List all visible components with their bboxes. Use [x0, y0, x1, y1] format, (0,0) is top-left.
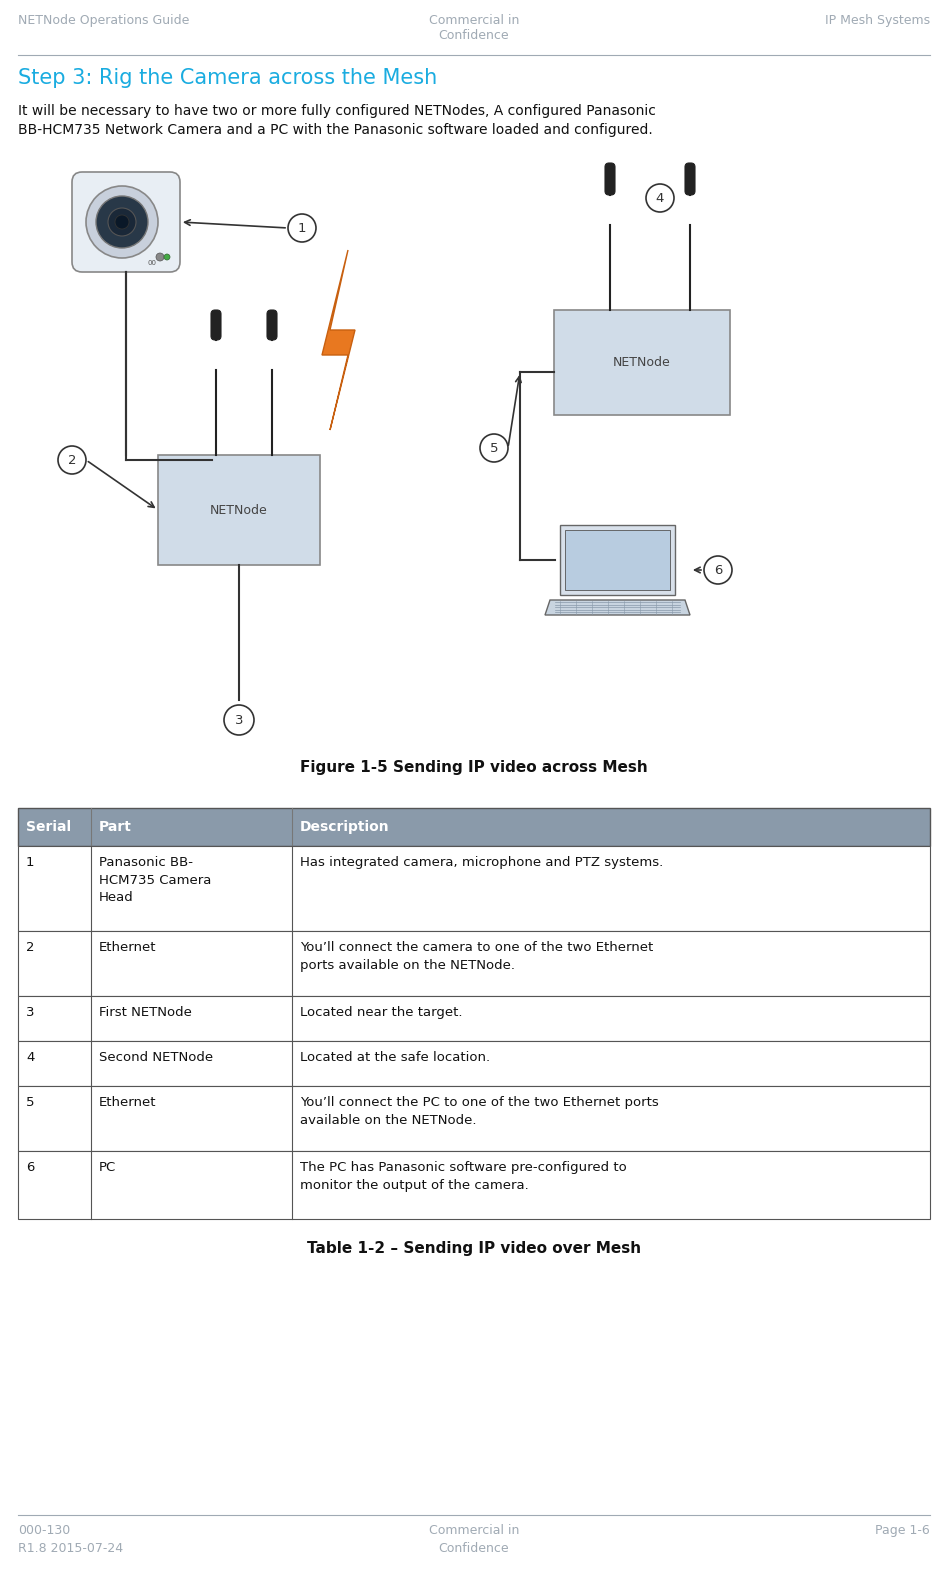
Text: Panasonic BB-
HCM735 Camera
Head: Panasonic BB- HCM735 Camera Head: [99, 856, 211, 903]
Text: NETNode: NETNode: [613, 356, 671, 368]
Text: 6: 6: [714, 563, 722, 576]
Text: You’ll connect the camera to one of the two Ethernet
ports available on the NETN: You’ll connect the camera to one of the …: [300, 941, 653, 971]
Text: Located near the target.: Located near the target.: [300, 1006, 462, 1018]
Circle shape: [115, 216, 129, 228]
Text: 3: 3: [235, 713, 244, 727]
Text: NETNode: NETNode: [210, 504, 268, 516]
FancyBboxPatch shape: [18, 930, 930, 996]
FancyBboxPatch shape: [18, 1151, 930, 1218]
FancyBboxPatch shape: [554, 310, 730, 416]
Circle shape: [288, 214, 316, 242]
Text: Page 1-6: Page 1-6: [875, 1524, 930, 1536]
Text: 4: 4: [656, 192, 665, 205]
Text: Located at the safe location.: Located at the safe location.: [300, 1051, 490, 1064]
Polygon shape: [565, 530, 670, 590]
Text: Serial: Serial: [26, 820, 71, 834]
Polygon shape: [545, 600, 690, 615]
Text: PC: PC: [99, 1162, 117, 1174]
Text: 5: 5: [26, 1096, 34, 1110]
Text: Part: Part: [99, 820, 132, 834]
Circle shape: [86, 186, 158, 258]
Circle shape: [58, 445, 86, 474]
Circle shape: [164, 253, 170, 260]
Text: 1: 1: [26, 856, 34, 869]
Text: Table 1-2 – Sending IP video over Mesh: Table 1-2 – Sending IP video over Mesh: [307, 1240, 641, 1256]
Text: 6: 6: [26, 1162, 34, 1174]
FancyBboxPatch shape: [685, 164, 695, 195]
Circle shape: [108, 208, 136, 236]
Text: NETNode Operations Guide: NETNode Operations Guide: [18, 14, 190, 27]
Text: Ethernet: Ethernet: [99, 941, 156, 954]
FancyBboxPatch shape: [18, 1040, 930, 1086]
Text: First NETNode: First NETNode: [99, 1006, 191, 1018]
Text: Figure 1-5 Sending IP video across Mesh: Figure 1-5 Sending IP video across Mesh: [301, 760, 647, 774]
Circle shape: [646, 184, 674, 212]
Text: Commercial in
Confidence: Commercial in Confidence: [428, 14, 520, 42]
Text: Ethernet: Ethernet: [99, 1096, 156, 1110]
Text: You’ll connect the PC to one of the two Ethernet ports
available on the NETNode.: You’ll connect the PC to one of the two …: [300, 1096, 658, 1127]
Polygon shape: [322, 250, 355, 430]
Circle shape: [704, 556, 732, 584]
Text: 2: 2: [67, 453, 76, 466]
Text: 1: 1: [298, 222, 306, 235]
Text: IP Mesh Systems: IP Mesh Systems: [825, 14, 930, 27]
Text: The PC has Panasonic software pre-configured to
monitor the output of the camera: The PC has Panasonic software pre-config…: [300, 1162, 627, 1192]
Circle shape: [480, 434, 508, 463]
FancyBboxPatch shape: [18, 845, 930, 930]
Polygon shape: [560, 526, 675, 595]
FancyBboxPatch shape: [211, 310, 221, 340]
Text: 3: 3: [26, 1006, 34, 1018]
Text: Description: Description: [300, 820, 390, 834]
Circle shape: [156, 253, 164, 261]
Text: It will be necessary to have two or more fully configured NETNodes, A configured: It will be necessary to have two or more…: [18, 104, 656, 137]
Text: Step 3: Rig the Camera across the Mesh: Step 3: Rig the Camera across the Mesh: [18, 68, 437, 88]
FancyBboxPatch shape: [18, 807, 930, 845]
FancyBboxPatch shape: [72, 172, 180, 272]
Text: 00: 00: [148, 260, 157, 266]
Text: 000-130
R1.8 2015-07-24: 000-130 R1.8 2015-07-24: [18, 1524, 123, 1555]
Text: 4: 4: [26, 1051, 34, 1064]
FancyBboxPatch shape: [158, 455, 320, 565]
Text: Commercial in
Confidence: Commercial in Confidence: [428, 1524, 520, 1555]
Text: Second NETNode: Second NETNode: [99, 1051, 213, 1064]
Circle shape: [96, 197, 148, 249]
Circle shape: [224, 705, 254, 735]
Text: 2: 2: [26, 941, 34, 954]
Text: 5: 5: [490, 441, 499, 455]
FancyBboxPatch shape: [18, 996, 930, 1040]
FancyBboxPatch shape: [267, 310, 277, 340]
FancyBboxPatch shape: [18, 1086, 930, 1151]
FancyBboxPatch shape: [605, 164, 615, 195]
Text: Has integrated camera, microphone and PTZ systems.: Has integrated camera, microphone and PT…: [300, 856, 663, 869]
